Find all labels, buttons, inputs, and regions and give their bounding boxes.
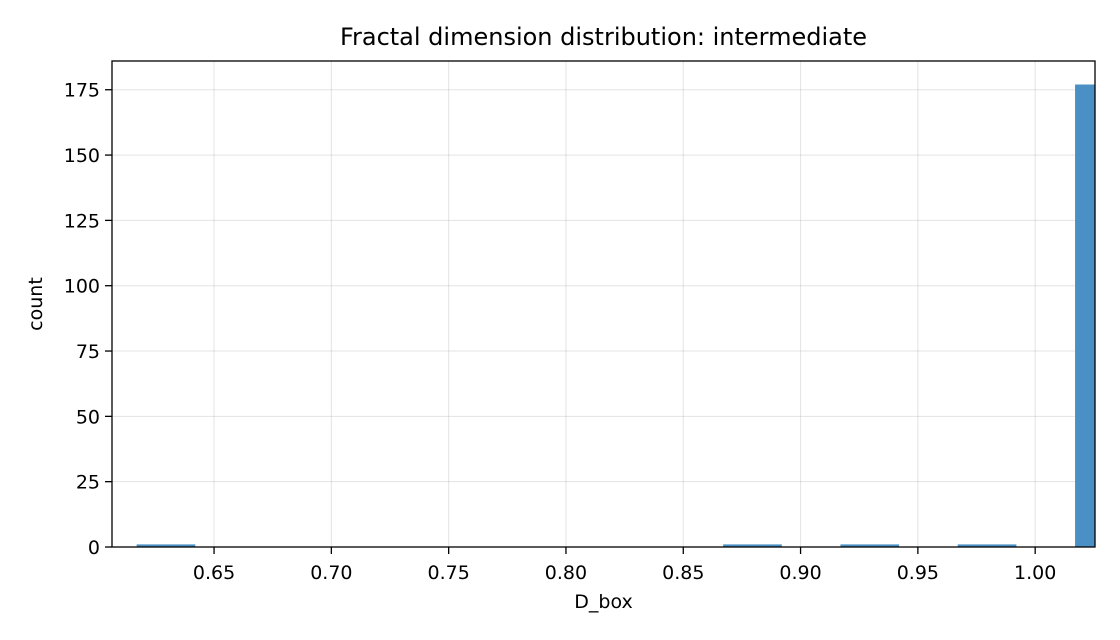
y-tick-label: 125 — [64, 210, 100, 232]
x-tick-label: 0.80 — [545, 562, 587, 584]
x-tick-label: 0.65 — [193, 562, 235, 584]
x-tick-label: 0.75 — [428, 562, 470, 584]
y-tick-label: 50 — [76, 406, 100, 428]
histogram-bar — [957, 544, 1017, 547]
x-tick-label: 0.90 — [779, 562, 821, 584]
y-tick-label: 0 — [88, 537, 100, 559]
plot-frame — [111, 60, 1096, 548]
x-tick-label: 0.70 — [310, 562, 352, 584]
y-tick-label: 75 — [76, 341, 100, 363]
x-tick-label: 0.85 — [662, 562, 704, 584]
x-axis-label: D_box — [574, 591, 632, 613]
bars-layer — [136, 84, 1095, 548]
x-tick-label: 1.00 — [1014, 562, 1056, 584]
ticks-layer: 0.65 0.70 0.75 0.80 0.85 0.90 0.95 1.00 0 25 50 75 1… — [64, 80, 1057, 584]
y-axis-label: count — [25, 277, 47, 331]
grid-layer — [112, 61, 1095, 548]
histogram-bar — [723, 544, 782, 547]
y-tick-label: 150 — [64, 145, 100, 167]
y-tick-label: 25 — [76, 472, 100, 494]
x-tick-label: 0.95 — [897, 562, 939, 584]
chart-title: Fractal dimension distribution: intermed… — [340, 23, 867, 51]
y-tick-label: 100 — [64, 276, 100, 298]
y-tick-label: 175 — [64, 80, 100, 102]
histogram-bar — [1075, 84, 1095, 548]
histogram-bar — [136, 544, 196, 547]
histogram-bar — [840, 544, 900, 547]
